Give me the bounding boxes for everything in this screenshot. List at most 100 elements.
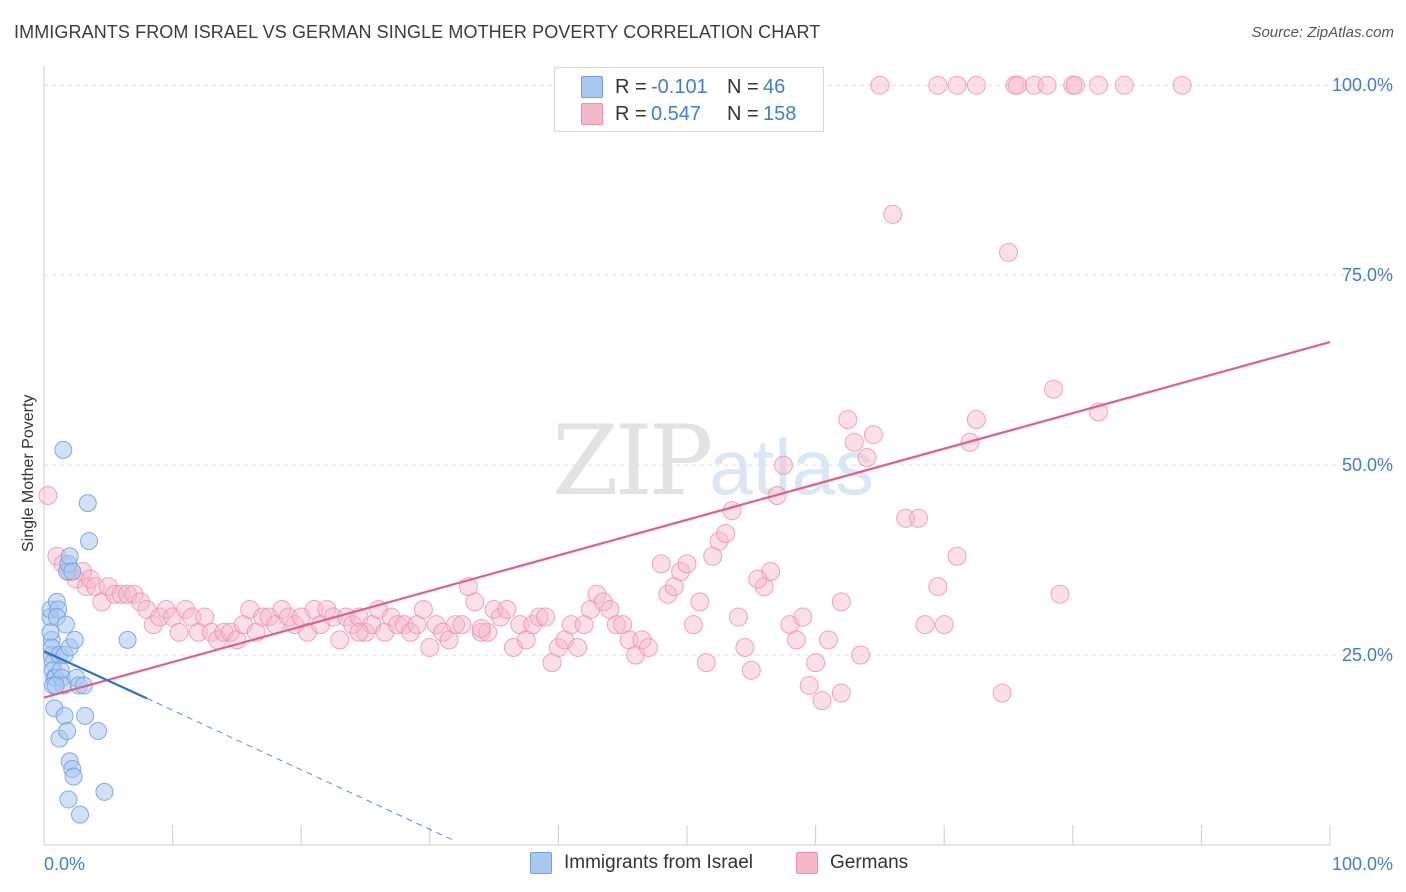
israel-legend-swatch [530, 852, 552, 874]
y-tick-label: 25.0% [1342, 645, 1393, 665]
axes [43, 66, 1331, 846]
germans-point [992, 683, 1012, 703]
germans-point [735, 637, 755, 657]
israel-legend-label: Immigrants from Israel [564, 852, 753, 873]
germans-point [446, 615, 466, 635]
y-axis-label-text: Single Mother Poverty [20, 394, 37, 552]
germans-trend-line [43, 340, 1331, 699]
israel-point [55, 706, 74, 725]
israel-point [60, 547, 79, 566]
germans-point [491, 607, 511, 627]
germans-point [330, 630, 350, 650]
legend-r-value: -0.101 [651, 75, 708, 98]
correlation-legend: R = -0.101 N = 46 R = 0.547 N = 158 [554, 67, 824, 132]
legend-r-label: R = [615, 75, 647, 98]
source-credit: Source: ZipAtlas.com [1251, 24, 1394, 41]
germans-point [548, 637, 568, 657]
germans-point [593, 592, 613, 612]
germans-point [722, 501, 742, 521]
germans-point [1044, 379, 1064, 399]
y-tick-label: 75.0% [1342, 265, 1393, 285]
legend-item-germans[interactable]: Germans [796, 852, 908, 874]
germans-point [870, 75, 890, 95]
germans-point [928, 75, 948, 95]
germans-point [471, 618, 491, 638]
israel-point [71, 805, 90, 824]
germans-point [947, 75, 967, 95]
legend-row-israel: R = -0.101 N = 46 [581, 75, 785, 99]
legend-item-israel[interactable]: Immigrants from Israel [530, 852, 753, 874]
germans-point [947, 546, 967, 566]
chart-title: IMMIGRANTS FROM ISRAEL VS GERMAN SINGLE … [14, 22, 821, 42]
israel-point [78, 494, 97, 513]
germans-point [452, 615, 472, 635]
germans-point [716, 523, 736, 543]
israel-point [63, 562, 82, 581]
germans-point [169, 622, 189, 642]
legend-n-label: N = [727, 102, 759, 125]
germans-point [786, 630, 806, 650]
y-axis-label: Single Mother Poverty [20, 395, 38, 552]
x-tick-label: 100.0% [1332, 854, 1393, 874]
germans-point [606, 615, 626, 635]
germans-point [156, 599, 176, 619]
israel-point [46, 676, 65, 695]
germans-point [966, 410, 986, 430]
israel-point [58, 722, 77, 741]
germans-point [683, 615, 703, 635]
germans-point [568, 637, 588, 657]
legend-n-value: 158 [763, 102, 797, 125]
germans-point [857, 448, 877, 467]
germans-point [690, 592, 710, 612]
germans-point [844, 432, 864, 452]
germans-point [529, 607, 549, 627]
germans-point [1008, 75, 1028, 95]
germans-point [709, 531, 729, 551]
germans-point [658, 584, 678, 604]
germans-point [908, 508, 928, 528]
legend-row-germans: R = 0.547 N = 158 [581, 102, 796, 126]
germans-point [638, 637, 658, 657]
germans-point [401, 622, 421, 642]
germans-point [838, 410, 858, 430]
germans-point [426, 615, 446, 635]
germans-point [413, 599, 433, 619]
germans-point [883, 204, 903, 224]
israel-trend-line [43, 650, 148, 700]
israel-point [89, 722, 108, 741]
trend-lines [43, 340, 1331, 842]
grid-lines [44, 84, 1394, 656]
germans-point [728, 607, 748, 627]
legend-r-label: R = [615, 102, 647, 125]
y-tick-label: 100.0% [1332, 75, 1393, 95]
series-legend: Immigrants from Israel Germans [0, 852, 1406, 878]
israel-point [59, 790, 78, 809]
germans-point [1172, 75, 1192, 95]
legend-n-value: 46 [763, 75, 786, 98]
germans-point [124, 584, 144, 604]
germans-point [143, 615, 163, 635]
germans-legend-label: Germans [830, 852, 909, 873]
legend-n-label: N = [727, 75, 759, 98]
israel-point [118, 630, 137, 649]
germans-point [806, 653, 826, 673]
watermark-zip: ZIP [552, 405, 713, 517]
germans-point [677, 554, 697, 574]
germans-point [934, 615, 954, 635]
germans-point [915, 615, 935, 635]
germans-points [38, 75, 1192, 711]
germans-point [863, 425, 883, 445]
germans-point [38, 485, 58, 505]
germans-point [831, 683, 851, 703]
germans-point [497, 599, 517, 619]
germans-point [793, 607, 813, 627]
germans-point [812, 691, 832, 711]
israel-point [56, 615, 75, 634]
israel-point [64, 767, 83, 786]
germans-point [966, 75, 986, 95]
israel-point [65, 630, 84, 649]
germans-point [420, 637, 440, 657]
germans-point [1037, 75, 1057, 95]
germans-point [349, 622, 369, 642]
germans-legend-swatch [796, 852, 818, 874]
